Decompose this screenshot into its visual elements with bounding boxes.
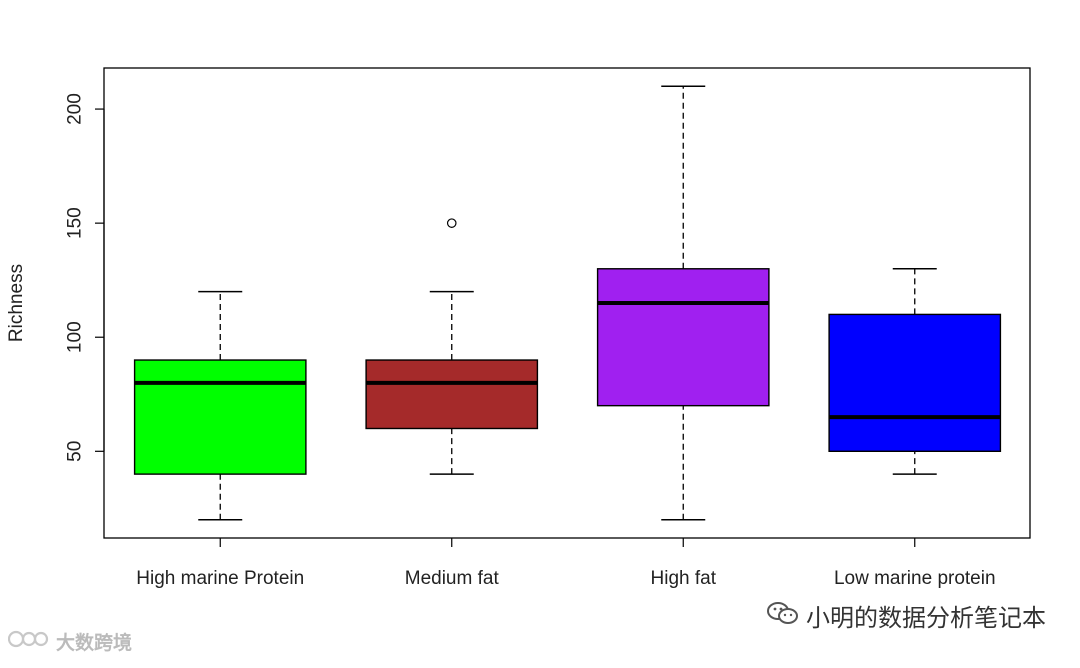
outlier-point <box>446 218 457 228</box>
wechat-icon <box>766 600 800 632</box>
box-rect <box>828 313 1002 453</box>
watermark-right-text: 小明的数据分析笔记本 <box>806 604 1046 632</box>
logo-icon <box>7 628 52 655</box>
x-axis: High marine Protein Medium fat High fat Low… <box>136 538 996 589</box>
boxes-layer <box>133 85 1002 521</box>
y-tick-label: 100 <box>65 321 86 353</box>
box-rect <box>596 268 770 407</box>
y-axis: 50 100 150 200 <box>65 93 105 462</box>
box-group <box>828 268 1002 475</box>
y-tick-label: 50 <box>65 441 86 462</box>
box-rect <box>133 359 307 475</box>
box-group <box>596 85 770 521</box>
watermark-right: 小明的数据分析笔记本 <box>766 598 1046 633</box>
y-tick-label: 200 <box>65 93 86 125</box>
box-rect <box>365 359 539 430</box>
watermark-left: 大数跨境 <box>7 628 133 655</box>
x-tick-label: Medium fat <box>405 568 500 589</box>
y-tick-label: 150 <box>65 207 86 239</box>
box-group <box>365 218 539 475</box>
x-tick-label: Low marine protein <box>834 568 996 589</box>
x-tick-label: High fat <box>651 568 717 589</box>
watermark-left-text: 大数跨境 <box>56 632 133 654</box>
x-tick-label: High marine Protein <box>136 568 304 589</box>
y-axis-title: Richness <box>6 264 27 342</box>
box-group <box>133 290 307 521</box>
